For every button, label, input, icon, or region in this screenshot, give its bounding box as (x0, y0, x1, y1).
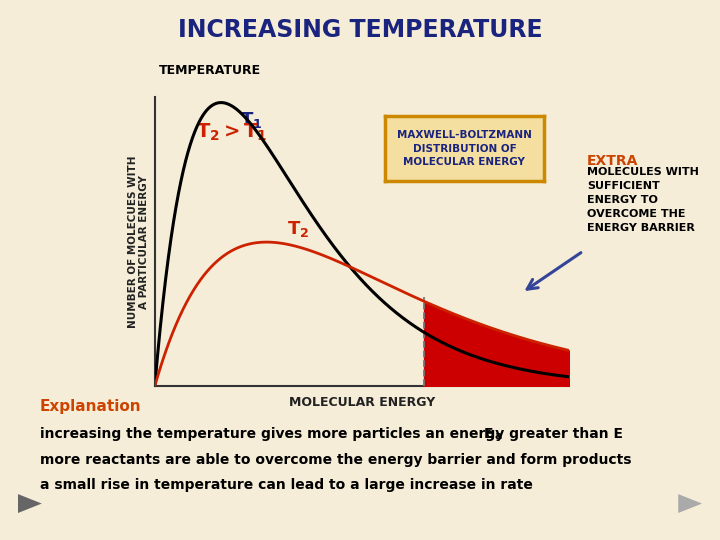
Text: MAXWELL-BOLTZMANN
DISTRIBUTION OF
MOLECULAR ENERGY: MAXWELL-BOLTZMANN DISTRIBUTION OF MOLECU… (397, 130, 532, 167)
Text: $\mathbf{E}$: $\mathbf{E}$ (483, 427, 493, 441)
Text: MOLECULES WITH
SUFFICIENT
ENERGY TO
OVERCOME THE
ENERGY BARRIER: MOLECULES WITH SUFFICIENT ENERGY TO OVER… (587, 167, 698, 233)
Text: $\mathbf{a}$: $\mathbf{a}$ (494, 431, 503, 441)
Text: increasing the temperature gives more particles an energy greater than E: increasing the temperature gives more pa… (40, 427, 623, 441)
Text: Explanation: Explanation (40, 399, 141, 414)
Text: TEMPERATURE: TEMPERATURE (159, 64, 261, 77)
Text: INCREASING TEMPERATURE: INCREASING TEMPERATURE (178, 18, 542, 42)
Text: $\mathbf{T_2}$: $\mathbf{T_2}$ (287, 219, 310, 239)
Text: more reactants are able to overcome the energy barrier and form products: more reactants are able to overcome the … (40, 453, 631, 467)
Text: $\mathbf{T_1}$: $\mathbf{T_1}$ (240, 110, 262, 130)
Text: $\mathbf{T_2 > T_1}$: $\mathbf{T_2 > T_1}$ (196, 121, 268, 143)
Text: $\mathbf{E_a}$: $\mathbf{E_a}$ (430, 136, 451, 156)
Text: EXTRA: EXTRA (587, 154, 638, 168)
Text: a small rise in temperature can lead to a large increase in rate: a small rise in temperature can lead to … (40, 478, 533, 492)
Y-axis label: NUMBER OF MOLECUES WITH
A PARTICULAR ENERGY: NUMBER OF MOLECUES WITH A PARTICULAR ENE… (127, 156, 149, 328)
X-axis label: MOLECULAR ENERGY: MOLECULAR ENERGY (289, 396, 435, 409)
